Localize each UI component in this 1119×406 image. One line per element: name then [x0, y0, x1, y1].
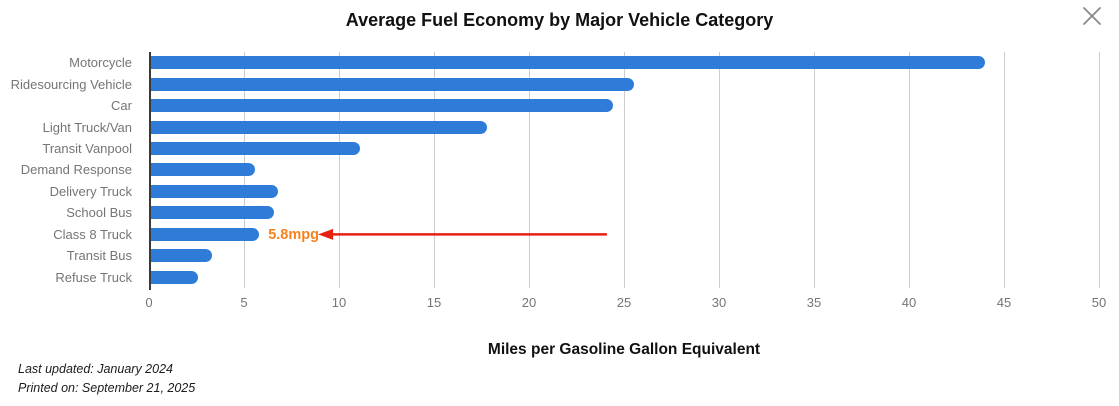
- bar-motorcycle: [149, 56, 985, 70]
- bar-row-motorcycle: [149, 52, 1099, 73]
- bar-refuse-truck: [149, 270, 199, 284]
- category-label-ridesourcing-vehicle: Ridesourcing Vehicle: [10, 76, 132, 92]
- x-axis-title: Miles per Gasoline Gallon Equivalent: [487, 341, 761, 358]
- printed-on-text: Printed on: September 21, 2025: [18, 380, 196, 395]
- category-label-school-bus: School Bus: [66, 205, 132, 221]
- bar-delivery-truck: [149, 184, 279, 198]
- x-tick-label-10: 10: [331, 295, 347, 310]
- chart-title: Average Fuel Economy by Major Vehicle Ca…: [345, 10, 774, 30]
- annotation-label: 5.8mpg: [268, 226, 319, 243]
- bar-school-bus: [149, 206, 275, 220]
- bar-row-transit-bus: [149, 245, 1099, 266]
- bar-car: [149, 99, 613, 113]
- bar-row-car: [149, 95, 1099, 116]
- gridline-15: [434, 52, 435, 288]
- bars-container: [149, 52, 1099, 288]
- x-tick-label-0: 0: [145, 295, 153, 310]
- gridline-35: [814, 52, 815, 288]
- category-label-car: Car: [111, 98, 132, 114]
- x-tick-label-15: 15: [426, 295, 442, 310]
- bar-demand-response: [149, 163, 256, 177]
- x-tick-label-5: 5: [240, 295, 248, 310]
- x-axis-ticks: 0 5 10 15 20 25 30 35 40 45 50: [145, 295, 1106, 311]
- gridline-30: [719, 52, 720, 288]
- category-label-refuse-truck: Refuse Truck: [55, 269, 132, 285]
- y-axis-labels: Motorcycle Ridesourcing Vehicle Car Light T…: [0, 52, 141, 288]
- bar-row-delivery-truck: [149, 181, 1099, 202]
- x-tick-label-45: 45: [996, 295, 1012, 310]
- x-tick-label-30: 30: [711, 295, 727, 310]
- bar-row-school-bus: [149, 202, 1099, 223]
- bar-row-ridesourcing-vehicle: [149, 73, 1099, 94]
- bar-row-transit-vanpool: [149, 138, 1099, 159]
- category-label-delivery-truck: Delivery Truck: [49, 183, 132, 199]
- category-label-transit-vanpool: Transit Vanpool: [42, 141, 132, 157]
- bar-ridesourcing-vehicle: [149, 77, 634, 91]
- bar-row-refuse-truck: [149, 267, 1099, 288]
- category-label-demand-response: Demand Response: [20, 162, 132, 178]
- y-axis-line: [149, 52, 151, 290]
- x-tick-label-20: 20: [521, 295, 537, 310]
- bar-class-8-truck: [149, 227, 260, 241]
- category-label-transit-bus: Transit Bus: [66, 248, 132, 264]
- gridline-20: [529, 52, 530, 288]
- footer: Last updated: January 2024 Printed on: S…: [18, 360, 195, 398]
- x-tick-label-40: 40: [901, 295, 917, 310]
- gridline-50: [1099, 52, 1100, 288]
- close-button[interactable]: [1079, 3, 1105, 29]
- gridline-10: [339, 52, 340, 288]
- x-tick-label-25: 25: [616, 295, 632, 310]
- gridline-40: [909, 52, 910, 288]
- gridline-25: [624, 52, 625, 288]
- category-label-motorcycle: Motorcycle: [69, 55, 132, 71]
- bar-row-light-truck-van: [149, 116, 1099, 137]
- close-icon: [1083, 7, 1101, 25]
- bar-light-truck-van: [149, 120, 488, 134]
- bar-row-class-8-truck: [149, 224, 1099, 245]
- bar-transit-vanpool: [149, 142, 360, 156]
- bar-row-demand-response: [149, 159, 1099, 180]
- x-tick-label-35: 35: [806, 295, 822, 310]
- plot-area: 5.8mpg: [149, 52, 1100, 290]
- bar-transit-bus: [149, 249, 212, 263]
- gridline-45: [1004, 52, 1005, 288]
- x-tick-label-50: 50: [1091, 295, 1107, 310]
- last-updated-text: Last updated: January 2024: [18, 362, 173, 376]
- category-label-class-8-truck: Class 8 Truck: [53, 226, 132, 242]
- category-label-light-truck-van: Light Truck/Van: [42, 119, 132, 135]
